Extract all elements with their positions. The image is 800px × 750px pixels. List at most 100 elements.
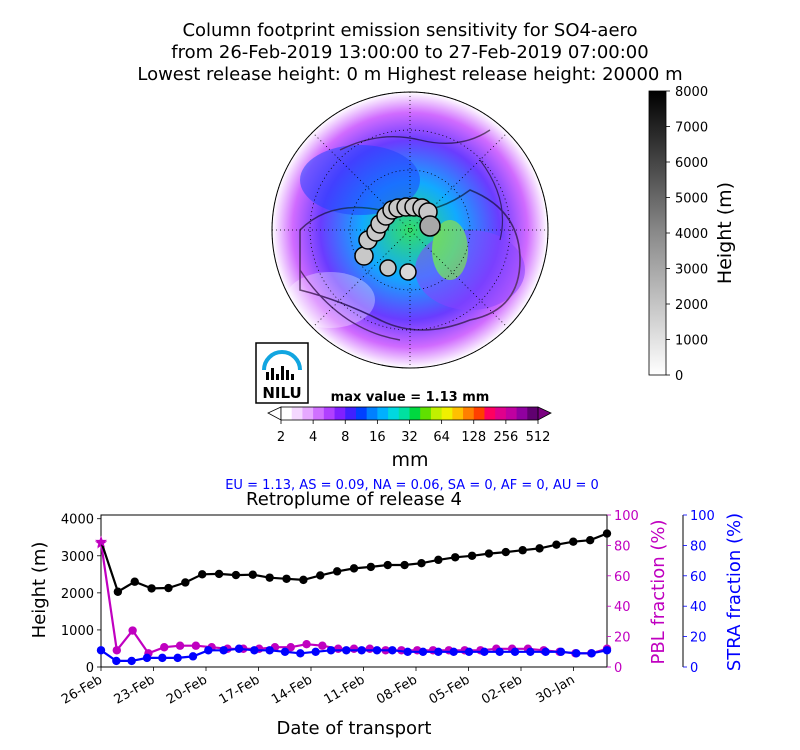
- data-point: [318, 641, 327, 650]
- data-point: [173, 653, 182, 663]
- data-point: [388, 646, 397, 655]
- y-axis-left-label: Height (m): [29, 542, 50, 639]
- y-tick-pbl-label: 100: [614, 509, 639, 524]
- colorbar-label: mm: [391, 449, 428, 471]
- y-tick-stra-label: 40: [690, 600, 707, 615]
- x-tick-label: 14-Feb: [269, 672, 315, 707]
- data-point: [366, 562, 376, 572]
- colorbar-cell: [420, 407, 432, 420]
- colorbar-cell: [334, 407, 346, 420]
- data-point: [535, 544, 544, 553]
- data-point: [383, 560, 392, 570]
- x-tick-label: 08-Feb: [374, 672, 420, 707]
- data-point: [365, 644, 375, 653]
- data-point: [316, 571, 325, 580]
- series-line: [100, 647, 608, 663]
- data-point: [403, 647, 412, 656]
- height-colorbar-label: Height (m): [714, 182, 736, 284]
- data-point: [467, 551, 477, 560]
- height-colorbar-tick-label: 3000: [675, 263, 708, 278]
- data-point: [357, 646, 366, 655]
- series-right: ★: [94, 533, 612, 658]
- data-point: [198, 570, 207, 579]
- data-point: [214, 569, 224, 579]
- colorbar-cell: [323, 407, 335, 420]
- max-value-label: max value = 1.13 mm: [331, 390, 490, 405]
- colorbar-cell: [452, 407, 464, 420]
- data-point: [302, 640, 311, 649]
- data-point: [160, 643, 169, 652]
- y-tick-pbl-label: 20: [614, 631, 631, 646]
- data-point: [372, 646, 382, 655]
- colorbar-cell: [463, 407, 475, 420]
- y-axis-pbl-label: PBL fraction (%): [648, 520, 669, 665]
- data-point: [556, 647, 566, 656]
- y-tick-left-label: 0: [86, 661, 94, 676]
- colorbar-tick-label: 128: [461, 430, 486, 445]
- data-point: [181, 578, 190, 587]
- data-point: [585, 536, 595, 545]
- colorbar-tick-label: 512: [526, 430, 551, 445]
- data-point: [112, 646, 122, 655]
- x-tick-label: 26-Feb: [59, 672, 105, 707]
- data-point: [265, 646, 274, 655]
- y-tick-stra-label: 60: [690, 570, 707, 585]
- data-point: [484, 549, 494, 558]
- colorbar-tick-label: 2: [277, 430, 285, 445]
- data-point: [128, 626, 137, 635]
- data-point: [248, 570, 257, 579]
- colorbar-tick-label: 8: [341, 430, 349, 445]
- data-point: [587, 649, 596, 658]
- y-tick-pbl-label: 40: [614, 600, 631, 615]
- y-tick-stra-label: 20: [690, 631, 707, 646]
- colorbar-cell: [291, 407, 303, 420]
- height-colorbar-tick-label: 1000: [675, 334, 708, 349]
- data-point: [188, 652, 198, 661]
- data-point: [480, 647, 489, 656]
- colorbar-cell: [281, 407, 293, 420]
- data-point: [332, 567, 342, 576]
- data-point: [501, 547, 510, 557]
- emission-colorbar: 2 4 8 16 32 64 128 256 512 mm: [267, 406, 552, 471]
- data-point: [280, 647, 290, 656]
- data-point: [296, 649, 305, 658]
- y-tick-left-label: 4000: [61, 513, 94, 528]
- data-point: [418, 647, 428, 656]
- trajectory-markers: [354, 197, 441, 281]
- y-tick-pbl-label: 80: [614, 539, 631, 554]
- colorbar-cell: [366, 407, 378, 420]
- height-colorbar-tick-label: 7000: [675, 121, 708, 136]
- colorbar-cell: [388, 407, 400, 420]
- data-point: [333, 644, 343, 653]
- x-tick-label: 20-Feb: [164, 672, 210, 707]
- colorbar-cell: [355, 407, 368, 420]
- chart-title: Retroplume of release 4: [246, 489, 462, 510]
- colorbar-cell: [430, 407, 443, 420]
- height-colorbar-tick-label: 0: [675, 369, 683, 384]
- data-point: [464, 647, 474, 656]
- series-line: [99, 532, 608, 594]
- data-point: [434, 647, 443, 656]
- height-colorbar-tick-label: 6000: [675, 156, 708, 171]
- data-point: [602, 646, 612, 655]
- data-point: [112, 656, 121, 666]
- colorbar-cell: [409, 407, 421, 420]
- data-point: [299, 575, 308, 585]
- data-point: [282, 574, 291, 583]
- x-tick-label: 02-Feb: [479, 672, 525, 707]
- colorbar-tick-label: 256: [493, 430, 518, 445]
- data-point: [417, 558, 426, 568]
- data-point: [311, 647, 320, 656]
- data-point: [265, 573, 274, 582]
- colorbar-cell: [398, 407, 410, 420]
- data-point: [147, 584, 156, 593]
- y-tick-stra-label: 100: [690, 509, 715, 524]
- data-point: [526, 647, 535, 656]
- data-point: [552, 540, 561, 549]
- data-point: [449, 647, 458, 656]
- y-tick-stra-label: 80: [690, 539, 707, 554]
- release-star-marker: ★: [94, 532, 108, 551]
- y-tick-stra-label: 0: [690, 661, 698, 676]
- colorbar-cell: [505, 407, 517, 420]
